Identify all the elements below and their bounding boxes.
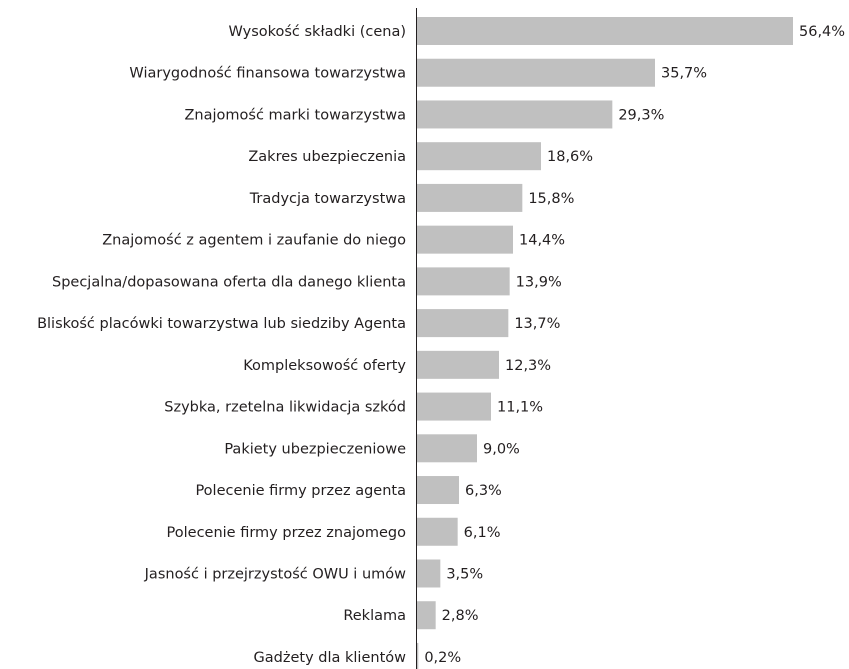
bar	[417, 601, 436, 630]
bar	[417, 642, 419, 669]
category-label: Tradycja towarzystwa	[249, 191, 406, 207]
value-label: 6,1%	[464, 525, 501, 541]
bar	[417, 142, 541, 171]
bar	[417, 100, 613, 129]
bar	[417, 434, 477, 463]
category-label: Szybka, rzetelna likwidacja szkód	[164, 400, 406, 416]
value-label: 15,8%	[528, 191, 574, 207]
bar	[417, 350, 499, 379]
value-label: 35,7%	[661, 66, 707, 82]
bar	[417, 225, 513, 254]
category-label: Gadżety dla klientów	[254, 650, 407, 666]
value-label: 14,4%	[519, 233, 565, 249]
category-label: Bliskość placówki towarzystwa lub siedzi…	[37, 316, 406, 332]
category-label: Polecenie firmy przez znajomego	[167, 525, 407, 541]
value-label: 56,4%	[799, 24, 845, 40]
category-label: Reklama	[343, 608, 406, 624]
bar	[417, 476, 459, 505]
value-label: 0,2%	[424, 650, 461, 666]
value-label: 2,8%	[442, 608, 479, 624]
category-label: Polecenie firmy przez agenta	[195, 483, 406, 499]
value-label: 11,1%	[497, 400, 543, 416]
value-label: 6,3%	[465, 483, 502, 499]
value-label: 18,6%	[547, 149, 593, 165]
value-label: 12,3%	[505, 358, 551, 374]
bar	[417, 392, 491, 421]
value-label: 13,9%	[516, 274, 562, 290]
category-label: Znajomość z agentem i zaufanie do niego	[102, 233, 406, 249]
category-label: Kompleksowość oferty	[243, 358, 406, 374]
category-label: Znajomość marki towarzystwa	[185, 107, 407, 123]
category-label: Pakiety ubezpieczeniowe	[224, 441, 406, 457]
bar	[417, 58, 655, 87]
category-label: Zakres ubezpieczenia	[248, 149, 406, 165]
bar	[417, 309, 509, 338]
bar	[417, 267, 510, 296]
value-label: 29,3%	[618, 107, 664, 123]
bar	[417, 517, 458, 546]
value-label: 9,0%	[483, 441, 520, 457]
bar	[417, 17, 793, 45]
value-label: 13,7%	[514, 316, 560, 332]
category-label: Wysokość składki (cena)	[229, 24, 406, 40]
value-label: 3,5%	[446, 566, 483, 582]
category-label: Specjalna/dopasowana oferta dla danego k…	[52, 274, 406, 290]
bar	[417, 183, 523, 212]
category-label: Wiarygodność finansowa towarzystwa	[129, 66, 406, 82]
category-label: Jasność i przejrzystość OWU i umów	[144, 566, 406, 582]
bar	[417, 559, 441, 588]
